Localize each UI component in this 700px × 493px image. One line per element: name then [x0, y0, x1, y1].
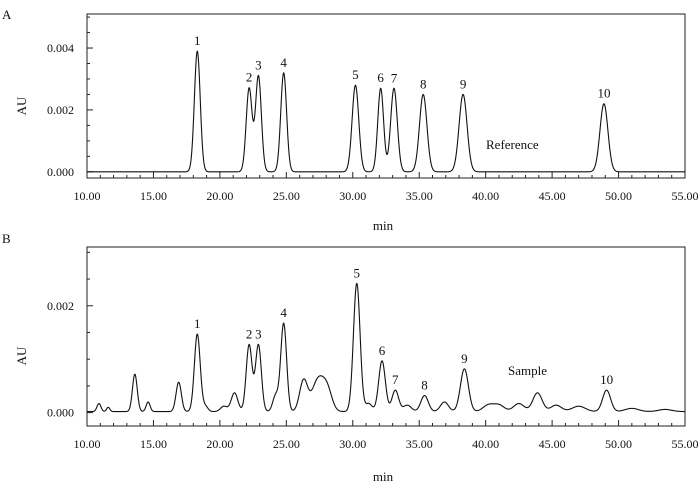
panel-b-x-tick-label: 15.00	[140, 437, 167, 451]
panel-a-peak-label: 6	[377, 70, 384, 85]
panel-a-peak-label: 8	[420, 76, 427, 91]
panel-a-x-tick-label: 55.00	[672, 189, 699, 203]
panel-a-x-tick-label: 40.00	[472, 189, 499, 203]
panel-b-x-tick-label: 30.00	[339, 437, 366, 451]
panel-b-ticks: 10.00 15.00 20.00 25.00 30.00 35.00 40.00 45.00…	[47, 251, 699, 451]
panel-b-peak-label: 2	[246, 326, 253, 341]
panel-a-x-tick-label: 45.00	[539, 189, 566, 203]
panel-a-frame	[86, 13, 686, 179]
panel-b-y-tick-label: 0.002	[47, 299, 74, 313]
panel-b-frame	[86, 246, 686, 427]
panel-a-x-tick-label: 25.00	[273, 189, 300, 203]
panel-b-x-tick-label: 10.00	[74, 437, 101, 451]
panel-b-peak-label: 3	[255, 326, 262, 341]
panel-b-peak-label: 6	[379, 343, 386, 358]
panel-b-x-tick-label: 35.00	[406, 437, 433, 451]
panel-b-peak-label: 1	[194, 316, 201, 331]
panel-b-chromatogram-trace	[86, 282, 686, 413]
panel-a-x-tick-label: 20.00	[206, 189, 233, 203]
panel-b-x-tick-label: 55.00	[672, 437, 699, 451]
panel-a-reference-annotation: Reference	[486, 137, 539, 152]
panel-a-peak-label: 7	[391, 70, 398, 85]
panel-b-x-tick-label: 20.00	[206, 437, 233, 451]
panel-a-peak-label: 10	[597, 86, 610, 101]
panel-a-y-axis-label: AU	[14, 96, 29, 115]
panel-b-x-tick-label: 25.00	[273, 437, 300, 451]
panel-a-chart: A AU min 10.00 15.00 20.00 25.00 30.00 35.00 4…	[2, 7, 699, 233]
panel-b-peak-label: 10	[600, 372, 613, 387]
panel-a-peak-label: 3	[255, 57, 262, 72]
panel-a-x-tick-label: 30.00	[339, 189, 366, 203]
panel-a-peak-label: 5	[352, 67, 359, 82]
panel-b-x-tick-label: 45.00	[539, 437, 566, 451]
panel-a-x-tick-label: 15.00	[140, 189, 167, 203]
panel-a-peak-label: 2	[246, 70, 253, 85]
panel-a-x-axis-label: min	[373, 218, 394, 233]
panel-a-ticks: 10.00 15.00 20.00 25.00 30.00 35.00 40.00 45.00…	[47, 16, 699, 203]
panel-b-y-axis-label: AU	[14, 346, 29, 365]
panel-a-x-tick-label: 50.00	[605, 189, 632, 203]
panel-a-peak-labels: 123 45 6 7 8 910	[194, 33, 610, 101]
panel-b-letter: B	[2, 231, 11, 246]
panel-a-peak-label: 4	[280, 55, 287, 70]
panel-b-x-tick-label: 40.00	[472, 437, 499, 451]
panel-a-peak-label: 9	[460, 76, 467, 91]
panel-a-y-tick-label: 0.004	[47, 41, 74, 55]
panel-b-chart: B AU min 10.00 15.00 20.00 25.00 30.00 35.00 4…	[2, 231, 699, 484]
panel-a-peak-label: 1	[194, 33, 201, 48]
panel-b-peak-label: 9	[461, 351, 468, 366]
panel-b-peak-label: 5	[354, 265, 361, 280]
panel-b-peak-label: 7	[392, 372, 399, 387]
panel-b-x-tick-label: 50.00	[605, 437, 632, 451]
panel-a-x-tick-label: 35.00	[406, 189, 433, 203]
panel-b-peak-label: 4	[280, 305, 287, 320]
panel-a-y-tick-label: 0.002	[47, 103, 74, 117]
panel-b-peak-label: 8	[421, 378, 428, 393]
panel-b-sample-annotation: Sample	[508, 363, 547, 378]
panel-a-y-tick-label: 0.000	[47, 165, 74, 179]
panel-b-x-axis-label: min	[373, 469, 394, 484]
panel-a-letter: A	[2, 7, 12, 22]
panel-b-y-tick-label: 0.000	[47, 406, 74, 420]
panel-a-chromatogram-trace	[86, 50, 686, 173]
panel-a-x-tick-label: 10.00	[74, 189, 101, 203]
